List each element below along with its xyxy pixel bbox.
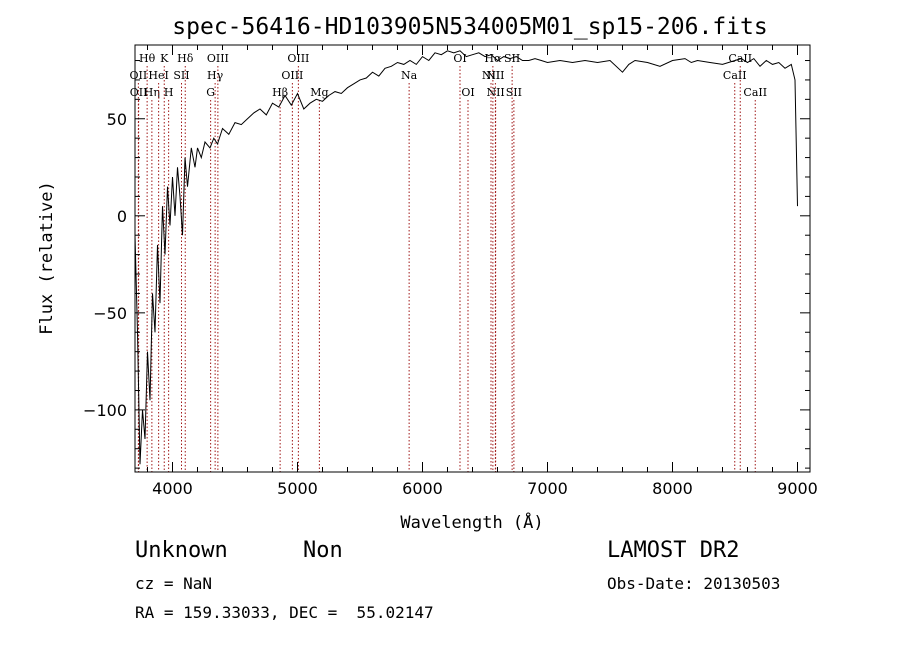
line-marker-label: Hη bbox=[144, 86, 160, 99]
line-marker-label: SII bbox=[173, 69, 189, 82]
object-subclass: Non bbox=[303, 538, 343, 563]
x-tick-label: 7000 bbox=[527, 479, 568, 498]
line-marker-label: HeI bbox=[148, 69, 168, 82]
x-tick-label: 9000 bbox=[777, 479, 818, 498]
y-tick-label: −50 bbox=[93, 304, 127, 323]
line-marker-label: G bbox=[206, 86, 215, 99]
line-marker-label: OIII bbox=[281, 69, 303, 82]
line-marker-label: NII bbox=[486, 86, 504, 99]
object-class: Unknown bbox=[135, 538, 228, 563]
line-marker-label: Hγ bbox=[207, 69, 224, 82]
x-tick-label: 5000 bbox=[277, 479, 318, 498]
line-marker-label: OII bbox=[130, 69, 148, 82]
line-marker-label: NII bbox=[482, 69, 500, 82]
line-marker-label: OIII bbox=[287, 52, 309, 65]
line-marker-label: OII bbox=[130, 86, 148, 99]
obs-date: Obs-Date: 20130503 bbox=[607, 574, 781, 593]
y-axis-label: Flux (relative) bbox=[37, 181, 57, 335]
y-tick-label: 50 bbox=[107, 110, 127, 129]
line-marker-label: OIII bbox=[207, 52, 229, 65]
line-marker-label: SII bbox=[504, 52, 520, 65]
x-axis: 4000 5000 6000 7000 8000 9000 bbox=[147, 45, 818, 498]
line-marker-label: Hθ bbox=[139, 52, 156, 65]
line-marker-label: H bbox=[164, 86, 174, 99]
x-tick-label: 4000 bbox=[152, 479, 193, 498]
x-tick-label: 8000 bbox=[652, 479, 693, 498]
line-marker-label: NII bbox=[486, 69, 504, 82]
plot-frame bbox=[134, 44, 811, 473]
y-tick-label: 0 bbox=[117, 207, 127, 226]
line-marker-label: OI bbox=[453, 52, 466, 65]
line-marker-label: SII bbox=[506, 86, 522, 99]
y-tick-label: −100 bbox=[83, 401, 127, 420]
line-marker-label: Mg bbox=[310, 86, 328, 99]
redshift: cz = NaN bbox=[135, 574, 213, 593]
line-marker-label: CaII bbox=[723, 69, 747, 82]
spectrum-series bbox=[134, 50, 798, 465]
line-marker-label: OI bbox=[461, 86, 474, 99]
chart-title: spec-56416-HD103905N534005M01_sp15-206.f… bbox=[172, 14, 767, 40]
line-marker-label: CaII bbox=[743, 86, 767, 99]
line-marker-label: K bbox=[160, 52, 169, 65]
spectrum-line bbox=[134, 50, 798, 465]
line-marker-label: Hβ bbox=[272, 86, 288, 99]
line-marker-label: Hδ bbox=[177, 52, 194, 65]
y-axis: −100 −50 0 50 bbox=[83, 60, 810, 469]
survey-name: LAMOST DR2 bbox=[607, 538, 740, 563]
line-marker-label: Na bbox=[401, 69, 418, 82]
coordinates: RA = 159.33033, DEC = 55.02147 bbox=[135, 603, 434, 622]
x-axis-label: Wavelength (Å) bbox=[400, 511, 543, 533]
x-tick-label: 6000 bbox=[402, 479, 443, 498]
line-marker-label: Hα bbox=[484, 52, 502, 65]
